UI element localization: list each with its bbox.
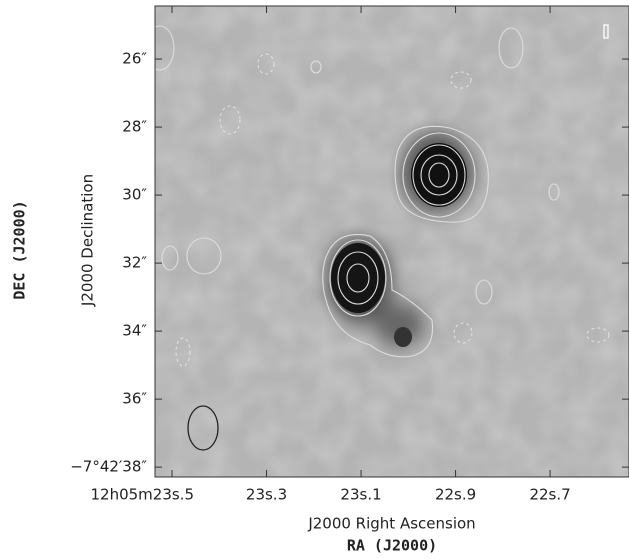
image: [155, 6, 629, 477]
x-tick-label: 12h05m23s.5: [90, 486, 194, 504]
y-tick-label: 28″: [122, 118, 147, 136]
plot-frame: [154, 5, 629, 478]
y-frame-title: DEC (J2000): [11, 200, 29, 299]
y-tick-label: 34″: [122, 322, 147, 340]
y-tick-label: 32″: [122, 254, 147, 272]
y-tick-label: 30″: [122, 186, 147, 204]
x-tick-label: 22s.7: [529, 486, 570, 504]
y-axis-title: J2000 Declination: [79, 174, 97, 307]
x-frame-title: RA (J2000): [347, 537, 437, 555]
y-tick-label: 26″: [122, 50, 147, 68]
y-tick-label: −7°42′38″: [70, 458, 147, 476]
x-axis-title: J2000 Right Ascension: [307, 515, 475, 533]
x-tick-label: 22s.9: [435, 486, 476, 504]
y-tick-label: 36″: [122, 390, 147, 408]
x-tick-label: 23s.1: [340, 486, 381, 504]
x-tick-label: 23s.3: [246, 486, 287, 504]
